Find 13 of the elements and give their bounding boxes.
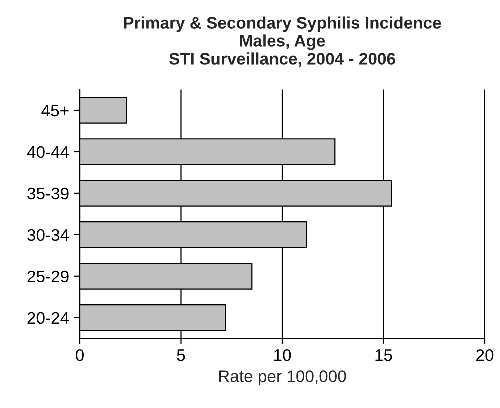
x-tick-label: 5 — [177, 350, 186, 362]
x-tick-label: 10 — [274, 349, 292, 362]
y-tick-label: 25-29 — [28, 270, 69, 283]
chart-title: Primary & Secondary Syphilis Incidence Males, Age STI Surveillance, 2004 - 2006 — [124, 16, 442, 68]
y-tick-label: 45+ — [42, 105, 69, 117]
y-tick-label: 20-24 — [28, 312, 70, 324]
y-tick-label: 40-44 — [27, 146, 70, 158]
x-tick-label: 0 — [76, 349, 84, 362]
x-axis-title: Rate per 100,000 — [219, 370, 346, 386]
x-tick-label: 15 — [376, 350, 392, 362]
x-tick-label: 20 — [476, 349, 494, 362]
y-tick-label: 35-39 — [28, 188, 69, 200]
y-tick-label: 30-34 — [28, 229, 70, 242]
